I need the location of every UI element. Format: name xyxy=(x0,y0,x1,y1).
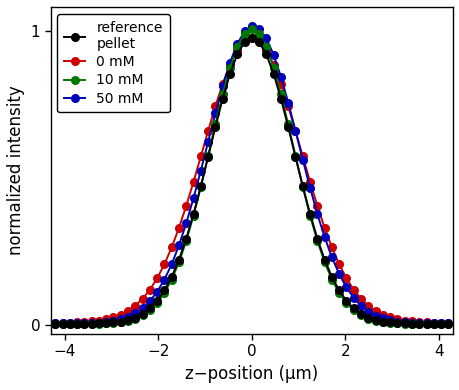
Y-axis label: normalized intensity: normalized intensity xyxy=(7,86,25,255)
X-axis label: z−position (μm): z−position (μm) xyxy=(185,365,318,383)
Legend: reference
pellet, 0 mM, 10 mM, 50 mM: reference pellet, 0 mM, 10 mM, 50 mM xyxy=(57,14,169,112)
